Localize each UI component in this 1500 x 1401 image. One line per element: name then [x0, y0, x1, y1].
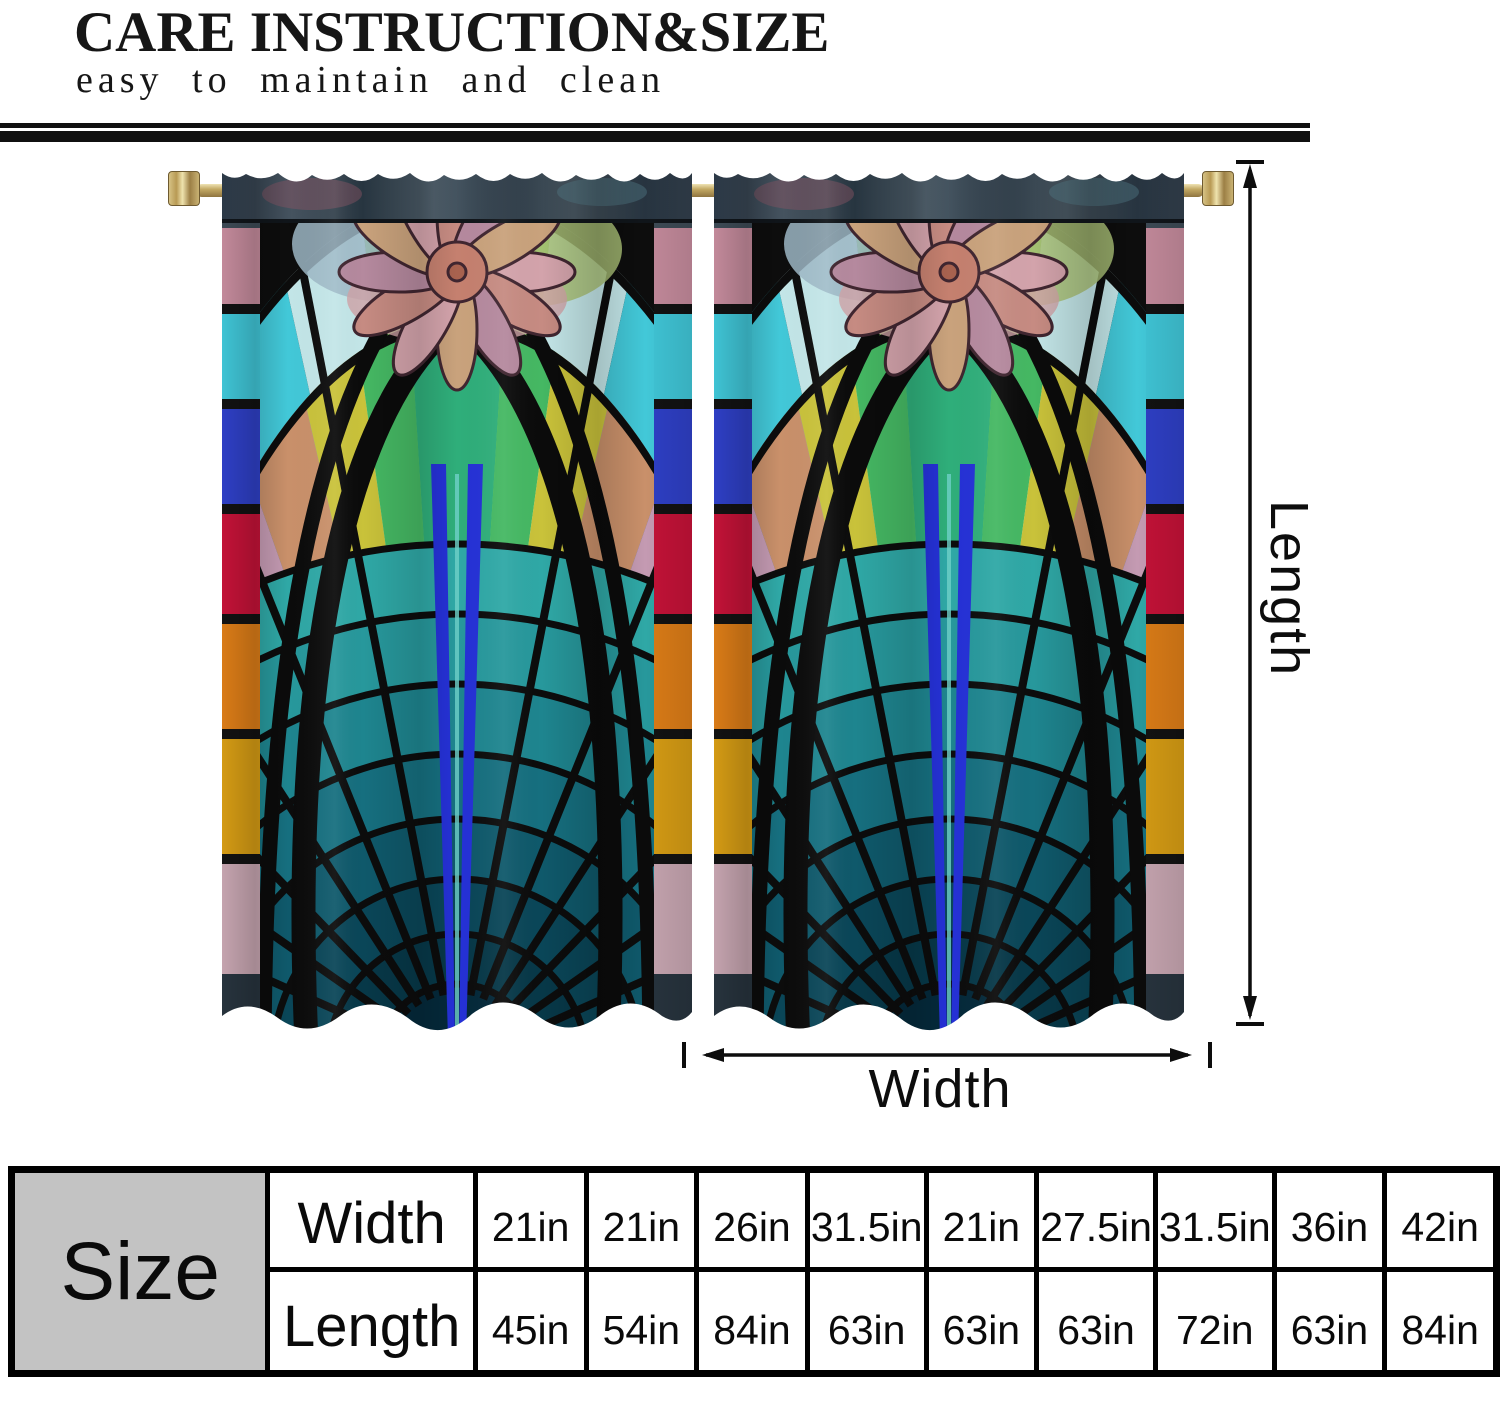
table-cell: 21in	[583, 1167, 700, 1272]
table-cell: 63in	[804, 1267, 929, 1376]
page-title: CARE INSTRUCTION&SIZE	[74, 1, 830, 64]
table-cell: 26in	[694, 1167, 810, 1272]
table-cell: 42in	[1382, 1167, 1499, 1272]
table-cell: 21in	[472, 1167, 589, 1272]
table-cell: 72in	[1152, 1267, 1277, 1376]
curtain-panel-right	[714, 164, 1184, 1044]
table-cell: 45in	[472, 1267, 589, 1376]
curtain-panel-left	[222, 164, 692, 1044]
divider-rule-thin	[0, 123, 1310, 128]
table-cell: 21in	[923, 1167, 1040, 1272]
length-dimension-arrow-icon	[1236, 160, 1264, 1026]
size-table-corner: Size	[8, 1167, 271, 1376]
table-cell: 36in	[1271, 1167, 1388, 1272]
page-subtitle: easy to maintain and clean	[76, 59, 666, 101]
size-table-row-label-length: Length	[265, 1267, 478, 1376]
length-label: Length	[1259, 500, 1319, 678]
table-cell: 31.5in	[1152, 1167, 1277, 1272]
size-table: Size Width 21in 21in 26in 31.5in 21in 27…	[8, 1166, 1500, 1377]
width-dimension-arrow-icon	[682, 1042, 1212, 1068]
divider-rule-thick	[0, 131, 1310, 142]
rod-finial-right	[1202, 171, 1234, 206]
table-cell: 54in	[583, 1267, 700, 1376]
table-cell: 31.5in	[804, 1167, 929, 1272]
table-cell: 84in	[694, 1267, 810, 1376]
table-cell: 63in	[1034, 1267, 1158, 1376]
table-cell: 84in	[1382, 1267, 1499, 1376]
width-label: Width	[868, 1059, 1012, 1119]
table-cell: 63in	[1271, 1267, 1388, 1376]
table-cell: 27.5in	[1034, 1167, 1158, 1272]
size-table-row-label-width: Width	[265, 1167, 478, 1272]
rod-finial-left	[168, 171, 200, 206]
table-cell: 63in	[923, 1267, 1040, 1376]
